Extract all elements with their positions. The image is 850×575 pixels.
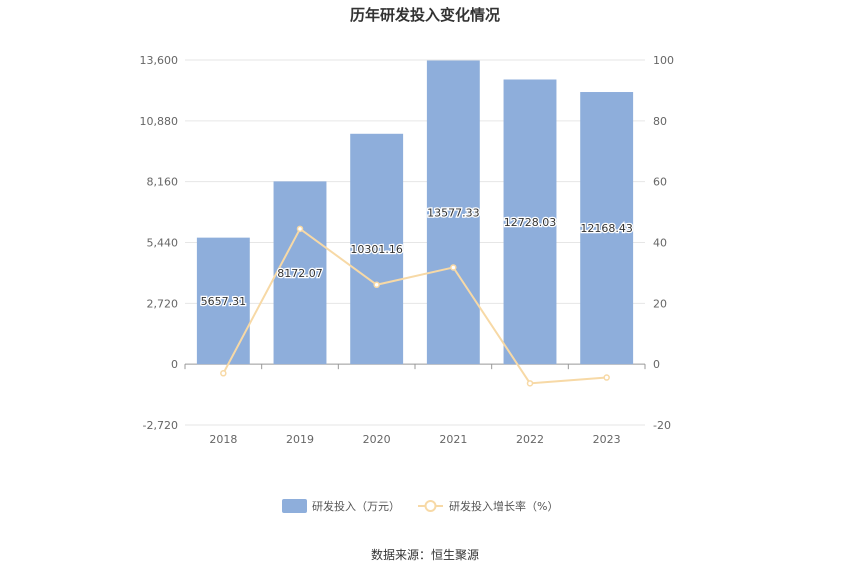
bar-series [196,60,634,365]
legend: 研发投入（万元） 研发投入增长率（%） [282,499,558,513]
legend-item-bar[interactable]: 研发投入（万元） [282,499,400,513]
x-tick-label: 2019 [286,433,314,446]
bar-value-label-2022: 12728.03 [504,216,557,229]
bar-value-label-2019: 8172.07 [277,267,323,280]
line-series [220,225,610,387]
bar-value-label-2018: 5657.31 [201,295,247,308]
bar-2020[interactable] [350,133,404,365]
growth-line [222,227,607,385]
growth-point-2023[interactable] [603,374,610,381]
bar-2019[interactable] [273,181,327,365]
y-left-tick-label: 0 [171,358,178,371]
chart-title: 历年研发投入变化情况 [350,6,500,24]
bar-2023[interactable] [580,92,634,365]
y-right-tick-label: 80 [653,115,667,128]
y-left-tick-label: 5,440 [147,237,179,250]
bar-2022[interactable] [503,79,557,365]
legend-bar-label: 研发投入（万元） [312,499,400,513]
bar-2018[interactable] [196,237,250,365]
y-right-tick-label: -20 [653,419,671,432]
y-left-tick-label: -2,720 [143,419,178,432]
y-left-tick-label: 8,160 [147,176,179,189]
bar-value-label-2020: 10301.16 [350,243,403,256]
x-axis: 2018 2019 2020 2021 2022 2023 [209,433,620,446]
x-tick-label: 2020 [363,433,391,446]
bar-2021[interactable] [426,60,480,365]
bar-value-label-2023: 12168.43 [580,222,633,235]
y-axis-left: -2,720 0 2,720 5,440 8,160 10,880 13,600 [140,54,179,432]
growth-point-2022[interactable] [526,380,534,387]
x-tick-label: 2021 [439,433,467,446]
y-right-tick-label: 40 [653,237,667,250]
x-tick-label: 2022 [516,433,544,446]
legend-line-marker [424,500,437,512]
x-tick-label: 2023 [593,433,621,446]
y-left-tick-label: 2,720 [147,297,179,310]
legend-item-line[interactable]: 研发投入增长率（%） [418,499,558,513]
legend-line-label: 研发投入增长率（%） [449,499,558,513]
growth-point-2018[interactable] [220,370,227,377]
grid-lines [184,59,646,426]
data-source: 数据来源：恒生聚源 [371,547,479,562]
y-right-tick-label: 20 [653,297,667,310]
y-left-tick-label: 13,600 [140,54,179,67]
bar-labels: 5657.31 8172.07 10301.16 13577.33 12728.03 12… [199,205,634,309]
y-right-tick-label: 60 [653,176,667,189]
growth-point-2020[interactable] [373,281,380,289]
legend-bar-swatch [282,499,307,513]
growth-point-2021[interactable] [450,264,457,271]
growth-point-2019[interactable] [296,225,304,233]
y-right-tick-label: 100 [653,54,674,67]
y-axis-right: -20 0 20 40 60 80 100 [653,54,674,432]
y-right-tick-label: 0 [653,358,660,371]
y-left-tick-label: 10,880 [140,115,179,128]
bar-value-label-2021: 13577.33 [427,206,480,219]
x-tick-label: 2018 [209,433,237,446]
